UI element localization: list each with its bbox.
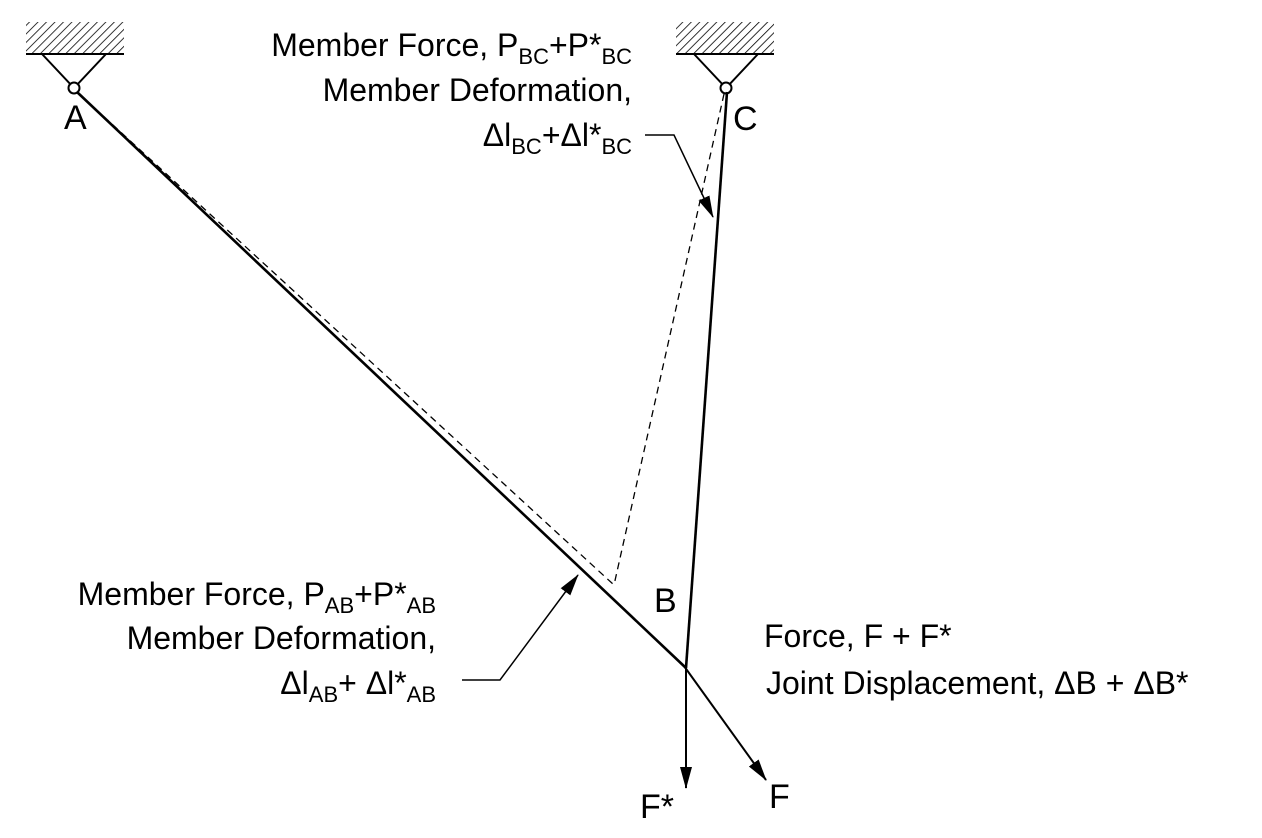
bc-deformation-value: ΔlBC+Δl*BC [483,117,632,159]
node-label-a: A [64,99,87,137]
load-label-f-star: F* [640,788,674,826]
pin-a [67,81,81,95]
support-a [26,22,124,95]
ab-member-deformation: Member Deformation, [127,620,436,656]
bc-member-deformation: Member Deformation, [323,72,632,108]
node-label-b: B [654,582,677,620]
joint-displacement: Joint Displacement, ΔB + ΔB* [766,665,1188,701]
member-bc-deformed [684,91,729,669]
leader-bc [645,134,714,218]
annotation-ab: Member Force, PAB+P*AB Member Deformatio… [78,576,436,707]
member-ab-deformed [76,91,687,669]
support-c-hatch [676,22,774,54]
member-ab-undeformed [76,91,615,586]
member-bc-undeformed [613,93,725,586]
bc-member-force: Member Force, PBC+P*BC [271,27,632,69]
leader-ab [462,574,579,681]
pin-c [719,81,733,95]
ab-member-force: Member Force, PAB+P*AB [78,576,436,618]
load-arrow-f [683,665,767,781]
annotation-joint: Force, F + F* Joint Displacement, ΔB + Δ… [764,618,1188,701]
ab-deformation-value: ΔlAB+ Δl*AB [280,665,436,707]
support-a-hatch [26,22,124,54]
joint-force: Force, F + F* [764,618,952,654]
annotation-bc: Member Force, PBC+P*BC Member Deformatio… [271,27,632,159]
support-c [676,22,774,95]
load-label-f: F [769,778,790,816]
node-label-c: C [733,100,758,138]
